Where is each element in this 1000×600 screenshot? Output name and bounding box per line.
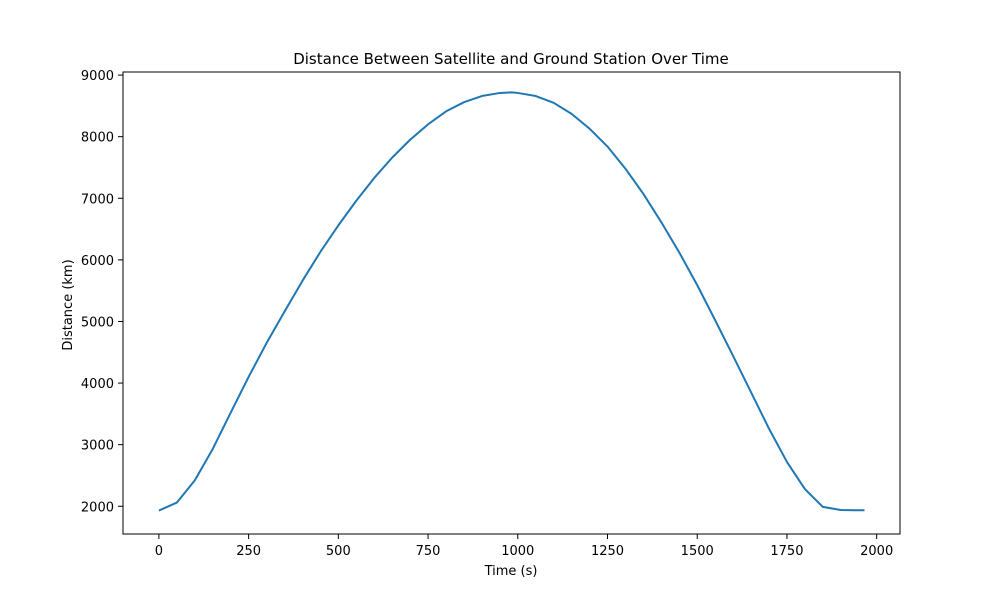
plot-area: [158, 91, 865, 512]
x-tick-label: 2000: [860, 544, 893, 559]
y-tick-label: 7000: [81, 192, 114, 207]
y-axis-label: Distance (km): [61, 259, 76, 350]
chart-title: Distance Between Satellite and Ground St…: [293, 50, 729, 68]
y-tick-label: 9000: [81, 69, 114, 84]
x-axis: 0 250 500 750 1000 1250 1500 1750 2000: [155, 534, 893, 559]
x-tick-label: 1000: [501, 544, 534, 559]
y-tick-label: 6000: [81, 254, 114, 269]
y-tick-label: 4000: [81, 377, 114, 392]
y-tick-label: 3000: [81, 439, 114, 454]
plot-frame: [122, 71, 901, 535]
x-tick-label: 1500: [681, 544, 714, 559]
y-tick-label: 2000: [81, 500, 114, 515]
x-tick-label: 1750: [770, 544, 803, 559]
x-tick-label: 0: [155, 544, 163, 559]
x-tick-label: 1250: [591, 544, 624, 559]
y-axis: 2000 3000 4000 5000 6000 7000 8000 9000: [81, 69, 123, 515]
series-line-0: [158, 91, 865, 512]
x-tick-label: 500: [326, 544, 351, 559]
x-tick-label: 250: [236, 544, 261, 559]
x-tick-label: 750: [416, 544, 441, 559]
x-axis-label: Time (s): [484, 564, 538, 579]
y-tick-label: 5000: [81, 315, 114, 330]
y-tick-label: 8000: [81, 131, 114, 146]
